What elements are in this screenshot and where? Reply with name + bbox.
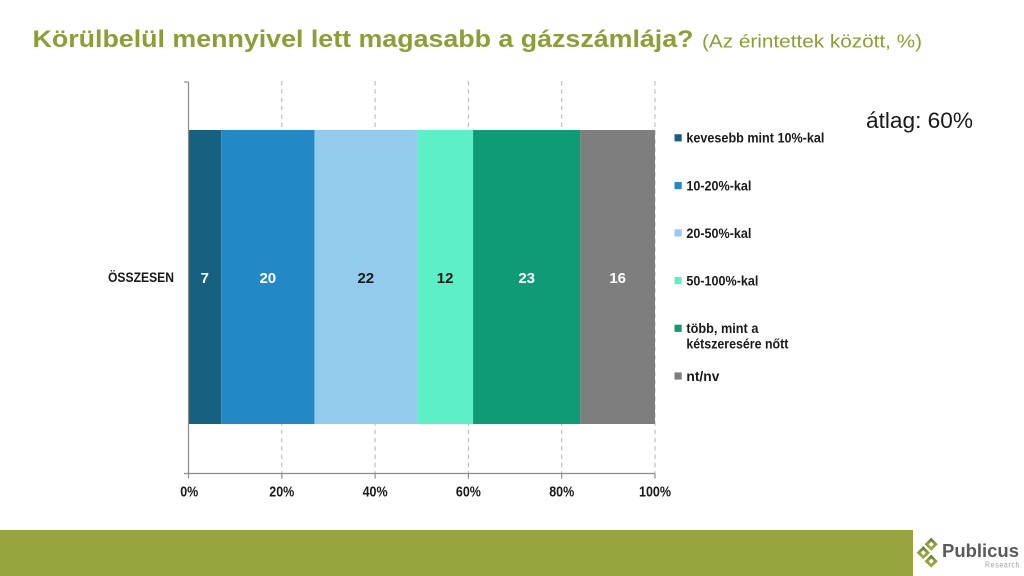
svg-text:10-20%-kal: 10-20%-kal — [686, 179, 751, 194]
svg-text:20-50%-kal: 20-50%-kal — [686, 226, 751, 241]
svg-text:12: 12 — [437, 270, 454, 287]
svg-text:16: 16 — [609, 270, 626, 287]
svg-text:Körülbelül mennyivel lett maga: Körülbelül mennyivel lett magasabb a gáz… — [33, 26, 694, 53]
svg-text:7: 7 — [201, 270, 209, 287]
svg-text:0%: 0% — [180, 484, 198, 501]
svg-text:40%: 40% — [363, 484, 388, 501]
svg-text:nt/nv: nt/nv — [686, 369, 720, 384]
svg-text:(Az érintettek között, %): (Az érintettek között, %) — [702, 31, 922, 52]
svg-text:80%: 80% — [549, 484, 574, 501]
svg-text:Publicus: Publicus — [942, 541, 1019, 561]
svg-text:22: 22 — [357, 270, 374, 287]
svg-text:50-100%-kal: 50-100%-kal — [686, 274, 758, 289]
svg-text:100%: 100% — [639, 484, 671, 501]
svg-text:20: 20 — [259, 270, 276, 287]
svg-text:kevesebb mint 10%-kal: kevesebb mint 10%-kal — [686, 131, 824, 146]
svg-text:20%: 20% — [269, 484, 294, 501]
svg-text:átlag: 60%: átlag: 60% — [866, 108, 973, 133]
svg-text:60%: 60% — [456, 484, 481, 501]
svg-text:23: 23 — [518, 270, 535, 287]
svg-text:kétszeresére nőtt: kétszeresére nőtt — [686, 337, 788, 352]
svg-text:ÖSSZESEN: ÖSSZESEN — [108, 270, 174, 285]
svg-text:Research: Research — [985, 560, 1020, 570]
svg-text:több, mint a: több, mint a — [686, 321, 758, 336]
